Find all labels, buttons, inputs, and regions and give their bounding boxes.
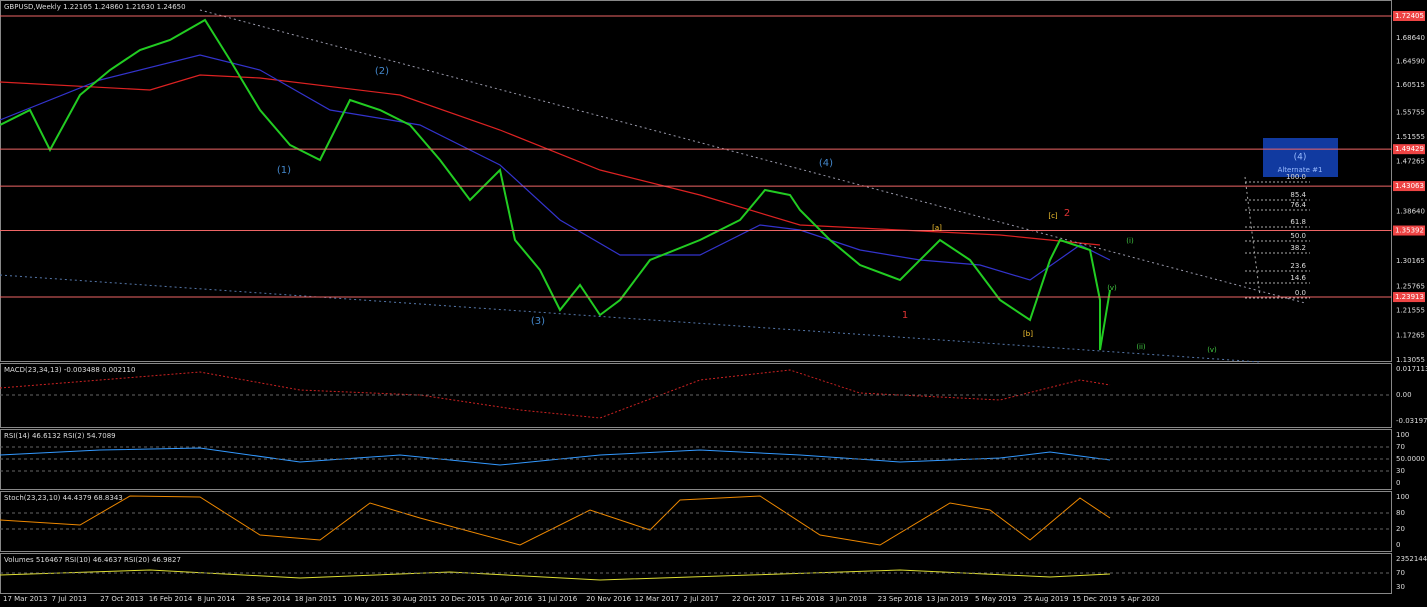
panel-axis-label: 50.0000	[1396, 455, 1425, 463]
price-label: 1.51555	[1396, 133, 1425, 141]
trendline	[0, 274, 1261, 363]
date-label: 23 Sep 2018	[878, 595, 922, 603]
wave-label: (i)	[1126, 237, 1134, 245]
date-label: 15 Dec 2019	[1072, 595, 1117, 603]
panel-axis-label: 20	[1396, 525, 1405, 533]
date-label: 17 Mar 2013	[3, 595, 47, 603]
fib-label: 14.6	[1290, 274, 1306, 282]
date-label: 31 Jul 2016	[538, 595, 578, 603]
alternate-wave: (4)	[1294, 153, 1307, 163]
fib-label: 50.0	[1290, 232, 1306, 240]
wave-label: (ii)	[1136, 343, 1146, 351]
wave-label: (4)	[819, 158, 833, 169]
fib-label: 100.0	[1286, 173, 1306, 181]
price-label: 1.55755	[1396, 109, 1425, 117]
panel-axis-label: 100	[1396, 431, 1409, 439]
wave-label: (v)	[1107, 284, 1117, 292]
date-label: 13 Jan 2019	[926, 595, 968, 603]
panel-axis-label: 2352144	[1396, 555, 1427, 563]
wave-label: 2	[1064, 208, 1070, 219]
panel-axis-label: 80	[1396, 509, 1405, 517]
panel-axis-label: 70	[1396, 443, 1405, 451]
fib-label: 23.6	[1290, 262, 1306, 270]
date-label: 27 Oct 2013	[100, 595, 143, 603]
panel-axis-label: 0.00	[1396, 391, 1412, 399]
date-label: 8 Jun 2014	[197, 595, 235, 603]
trendline	[199, 9, 1306, 304]
level-label: 1.72405	[1395, 12, 1424, 20]
date-label: 20 Nov 2016	[586, 595, 631, 603]
panel-title: Volumes 516467 RSI(10) 46.4637 RSI(20) 4…	[4, 556, 181, 564]
date-label: 10 Apr 2016	[489, 595, 533, 603]
level-label: 1.23913	[1395, 293, 1424, 301]
panel-axis-label: 30	[1396, 467, 1405, 475]
fib-label: 76.4	[1290, 201, 1306, 209]
date-label: 12 Mar 2017	[635, 595, 679, 603]
fib-label: 0.0	[1295, 289, 1306, 297]
level-box	[1393, 144, 1425, 155]
price-label: 1.68640	[1396, 34, 1425, 42]
level-box	[1393, 225, 1425, 236]
date-label: 28 Sep 2014	[246, 595, 291, 603]
chart-title: GBPUSD,Weekly 1.22165 1.24860 1.21630 1.…	[4, 3, 186, 11]
level-label: 1.43063	[1395, 182, 1424, 190]
date-label: 5 May 2019	[975, 595, 1016, 603]
price-label: 1.47265	[1396, 158, 1425, 166]
price-label: 1.17265	[1396, 332, 1425, 340]
date-label: 7 Jul 2013	[52, 595, 87, 603]
level-box	[1393, 292, 1425, 303]
price-label: 1.30165	[1396, 257, 1425, 265]
date-label: 30 Aug 2015	[392, 595, 437, 603]
panel-axis-label: 0	[1396, 479, 1400, 487]
price-label: 1.21555	[1396, 307, 1425, 315]
alternate-box	[1263, 138, 1338, 177]
date-label: 18 Jan 2015	[295, 595, 337, 603]
level-box	[1393, 11, 1425, 21]
date-label: 5 Apr 2020	[1121, 595, 1160, 603]
wave-label: [a]	[932, 224, 942, 232]
date-label: 22 Oct 2017	[732, 595, 775, 603]
panel-title: RSI(14) 46.6132 RSI(2) 54.7089	[4, 432, 116, 440]
wave-label: [c]	[1048, 212, 1058, 220]
alternate-label: Alternate #1	[1278, 166, 1323, 174]
wave-label: (1)	[277, 165, 291, 176]
price-label: 1.60515	[1396, 81, 1425, 89]
fib-label: 85.4	[1290, 191, 1306, 199]
panel-axis-label: 100	[1396, 493, 1409, 501]
level-box	[1393, 181, 1425, 192]
wave-label: (v)	[1207, 346, 1217, 354]
stoch-line	[0, 495, 1111, 546]
date-label: 16 Feb 2014	[149, 595, 193, 603]
price-label: 1.38640	[1396, 208, 1425, 216]
price-path	[0, 18, 1111, 351]
fib-label: 38.2	[1290, 244, 1306, 252]
panel-axis-label: -0.031976	[1396, 417, 1427, 425]
date-label: 11 Feb 2018	[781, 595, 825, 603]
price-label: 1.13055	[1396, 356, 1425, 364]
wave-label: [b]	[1023, 330, 1033, 338]
date-label: 2 Jul 2017	[683, 595, 718, 603]
panel-axis-label: 70	[1396, 569, 1405, 577]
date-label: 25 Aug 2019	[1024, 595, 1069, 603]
date-label: 3 Jun 2018	[829, 595, 867, 603]
panel-title: MACD(23,34,13) -0.003488 0.002110	[4, 366, 135, 374]
rsi-line	[0, 447, 1111, 466]
wave-label: (2)	[375, 66, 389, 77]
macd-signal	[0, 369, 1111, 419]
price-label: 1.25765	[1396, 282, 1425, 290]
panel-axis-label: 0.017113	[1396, 365, 1427, 373]
panel-axis-label: 30	[1396, 583, 1405, 591]
date-label: 20 Dec 2015	[440, 595, 485, 603]
panel-title: Stoch(23,23,10) 44.4379 68.8343	[4, 494, 123, 502]
price-label: 1.64590	[1396, 57, 1425, 65]
wave-label: 1	[902, 310, 908, 321]
level-label: 1.35392	[1395, 227, 1424, 235]
level-label: 1.49429	[1395, 145, 1424, 153]
fib-label: 61.8	[1290, 218, 1306, 226]
date-label: 10 May 2015	[343, 595, 389, 603]
panel-axis-label: 0	[1396, 541, 1400, 549]
wave-label: (3)	[531, 316, 545, 327]
